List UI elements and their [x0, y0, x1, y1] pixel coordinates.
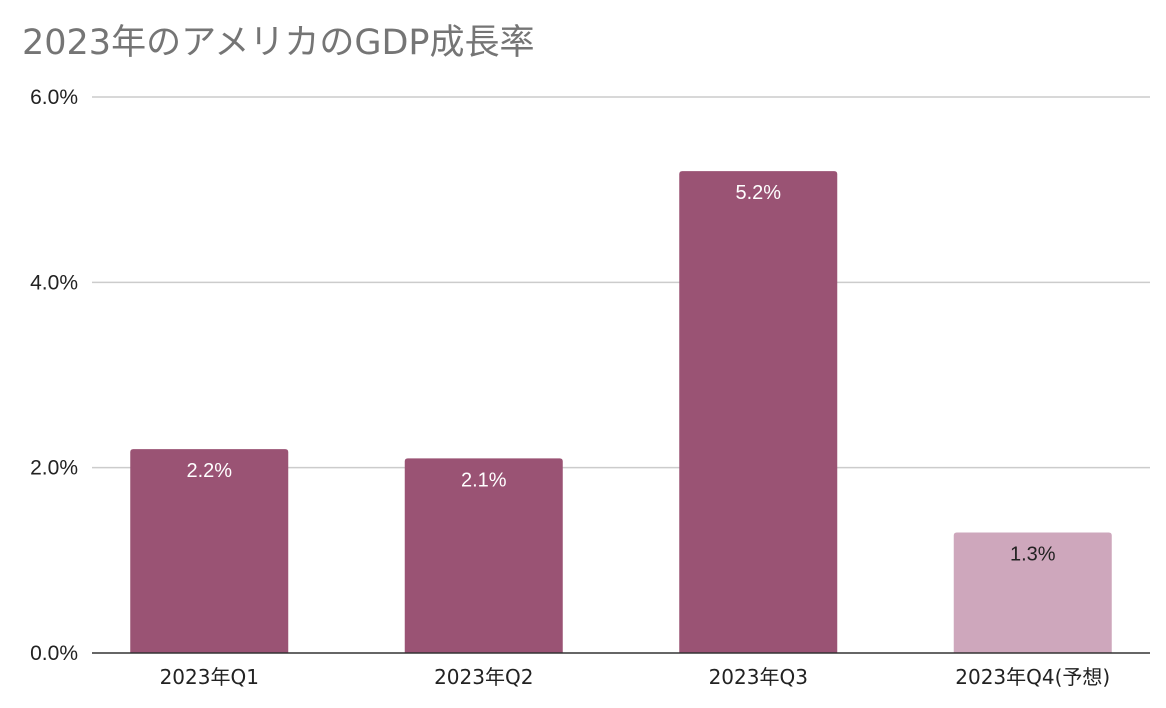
bars — [130, 171, 1112, 653]
data-label: 2.2% — [186, 460, 232, 482]
x-tick-label: 2023年Q4(予想) — [955, 665, 1110, 689]
x-tick-label: 2023年Q3 — [709, 665, 808, 689]
y-tick-label: 6.0% — [30, 86, 78, 109]
bar — [953, 532, 1112, 653]
y-tick-label: 0.0% — [30, 642, 78, 665]
data-label: 2.1% — [461, 469, 507, 491]
bar — [130, 449, 289, 653]
x-tick-label: 2023年Q2 — [434, 665, 533, 689]
data-labels: 2.2% 2.1% 5.2% 1.3% — [186, 182, 1055, 565]
bar — [404, 458, 563, 653]
y-tick-label: 4.0% — [30, 271, 78, 294]
chart-title: 2023年のアメリカのGDP成長率 — [22, 23, 535, 63]
y-axis-ticks: 0.0% 2.0% 4.0% 6.0% — [30, 86, 78, 665]
gridlines — [92, 96, 1150, 469]
y-tick-label: 2.0% — [30, 457, 78, 480]
data-label: 5.2% — [735, 182, 781, 204]
x-tick-label: 2023年Q1 — [160, 665, 259, 689]
bar — [679, 171, 838, 653]
data-label: 1.3% — [1010, 544, 1056, 566]
x-axis-labels: 2023年Q1 2023年Q2 2023年Q3 2023年Q4(予想) — [160, 665, 1111, 689]
